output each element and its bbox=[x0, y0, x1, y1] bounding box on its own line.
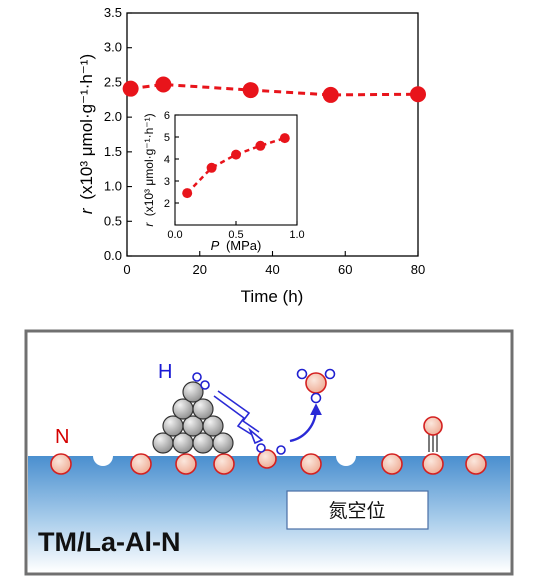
hydrogen-atom bbox=[276, 445, 286, 455]
y-tick-label: 1.5 bbox=[104, 144, 122, 159]
inset-plot-frame bbox=[174, 114, 298, 226]
y-tick-label: 5 bbox=[164, 132, 170, 144]
y-tick-label: 0.0 bbox=[104, 248, 122, 263]
hydrogen-atom bbox=[296, 368, 308, 380]
x-tick-label: 0 bbox=[123, 262, 130, 277]
y-tick-label: 3 bbox=[164, 176, 170, 188]
nitrogen-atom bbox=[257, 449, 277, 469]
inset-series-points bbox=[182, 133, 290, 199]
main-axis-ticks: 0 20 40 60 80 0.0 0.5 1.0 1.5 2.0 2.5 3.0 3.5 bbox=[104, 5, 425, 277]
x-tick-label: 1.0 bbox=[289, 229, 304, 241]
data-point bbox=[279, 133, 290, 144]
nitrogen-atom bbox=[423, 416, 443, 436]
desorption-arrow bbox=[289, 403, 322, 443]
y-tick-label: 2.0 bbox=[104, 109, 122, 124]
data-point bbox=[182, 188, 193, 199]
hydrogen-atom bbox=[324, 368, 336, 380]
hydrogen-atoms bbox=[192, 372, 210, 390]
vacancy-label: 氮空位 bbox=[328, 500, 385, 522]
x-tick-label: 40 bbox=[265, 262, 279, 277]
catalyst-label: TM/La-Al-N bbox=[38, 527, 180, 557]
data-point bbox=[322, 86, 339, 103]
main-series-points bbox=[122, 76, 426, 103]
x-tick-label: 0.5 bbox=[228, 229, 243, 241]
metal-atom bbox=[212, 432, 234, 454]
inset-x-axis-symbol: P bbox=[211, 238, 220, 253]
hydrogen-atom bbox=[310, 392, 322, 404]
y-tick-label: 2 bbox=[164, 198, 170, 210]
inset-y-axis-symbol: r bbox=[142, 222, 156, 227]
data-point bbox=[122, 80, 139, 97]
nitrogen-label: N bbox=[55, 426, 69, 448]
nitrogen-atom bbox=[305, 372, 327, 394]
x-tick-label: 20 bbox=[193, 262, 207, 277]
main-y-axis-label: r (x10³ μmol·g⁻¹·h⁻¹) bbox=[77, 54, 96, 214]
ammonia-molecule bbox=[296, 368, 336, 404]
main-x-axis-label: Time (h) bbox=[241, 287, 304, 306]
metal-atom bbox=[202, 415, 224, 437]
y-tick-label: 3.0 bbox=[104, 40, 122, 55]
main-y-axis-unit: (x10³ μmol·g⁻¹·h⁻¹) bbox=[77, 54, 96, 200]
vacancy-label-box bbox=[286, 490, 429, 530]
nitrogen-atom bbox=[130, 453, 152, 475]
inset-axis-ticks: 0.0 0.5 1.0 2 3 4 5 6 bbox=[164, 110, 305, 241]
inset-chart: 0.0 0.5 1.0 2 3 4 5 6 P (MPa) r (x10³ μmol·g⁻¹·… bbox=[142, 110, 305, 253]
data-point bbox=[410, 86, 426, 103]
y-tick-label: 6 bbox=[164, 110, 170, 122]
reaction-schematic: N H bbox=[24, 329, 514, 576]
metal-atom bbox=[192, 398, 214, 420]
inset-y-axis-unit: (x10³ μmol·g⁻¹·h⁻¹) bbox=[142, 113, 156, 216]
data-point bbox=[255, 140, 266, 151]
hydrogen-atom bbox=[256, 443, 266, 453]
x-tick-label: 0.0 bbox=[167, 229, 182, 241]
main-chart: 0 20 40 60 80 0.0 0.5 1.0 1.5 2.0 2.5 3.0 3.5 Time (… bbox=[77, 5, 426, 306]
y-tick-label: 1.0 bbox=[104, 179, 122, 194]
nitrogen-atom bbox=[50, 453, 72, 475]
adsorbed-intermediate bbox=[256, 443, 286, 469]
nitrogen-atom bbox=[465, 453, 487, 475]
inset-x-axis-unit: (MPa) bbox=[226, 238, 261, 253]
hydrogen-label: H bbox=[158, 361, 172, 383]
x-tick-label: 60 bbox=[338, 262, 352, 277]
x-tick-label: 80 bbox=[411, 262, 425, 277]
metal-cluster bbox=[152, 381, 234, 454]
hydrogen-atom bbox=[192, 372, 202, 382]
data-point bbox=[155, 76, 172, 93]
nitrogen-atom bbox=[300, 453, 322, 475]
nitrogen-atom bbox=[175, 453, 197, 475]
nitrogen-atom bbox=[381, 453, 403, 475]
adsorbed-dinitrogen bbox=[422, 416, 444, 475]
inset-x-axis-label: P (MPa) bbox=[211, 238, 262, 253]
main-series-line bbox=[130, 83, 419, 97]
main-y-axis-symbol: r bbox=[77, 207, 96, 214]
y-tick-label: 2.5 bbox=[104, 74, 122, 89]
y-tick-label: 0.5 bbox=[104, 213, 122, 228]
spillover-arrow bbox=[213, 390, 264, 445]
metal-atom bbox=[182, 381, 204, 403]
y-tick-label: 3.5 bbox=[104, 5, 122, 20]
nitrogen-atom bbox=[213, 453, 235, 475]
nitrogen-atom bbox=[422, 453, 444, 475]
inset-y-axis-label: r (x10³ μmol·g⁻¹·h⁻¹) bbox=[142, 113, 156, 226]
data-point bbox=[242, 82, 259, 99]
surface-nitrogen-atoms bbox=[50, 453, 487, 475]
hydrogen-atom bbox=[200, 380, 210, 390]
data-point bbox=[231, 149, 241, 160]
catalyst-surface bbox=[28, 456, 510, 572]
data-point bbox=[206, 162, 217, 173]
y-tick-label: 4 bbox=[164, 154, 170, 166]
